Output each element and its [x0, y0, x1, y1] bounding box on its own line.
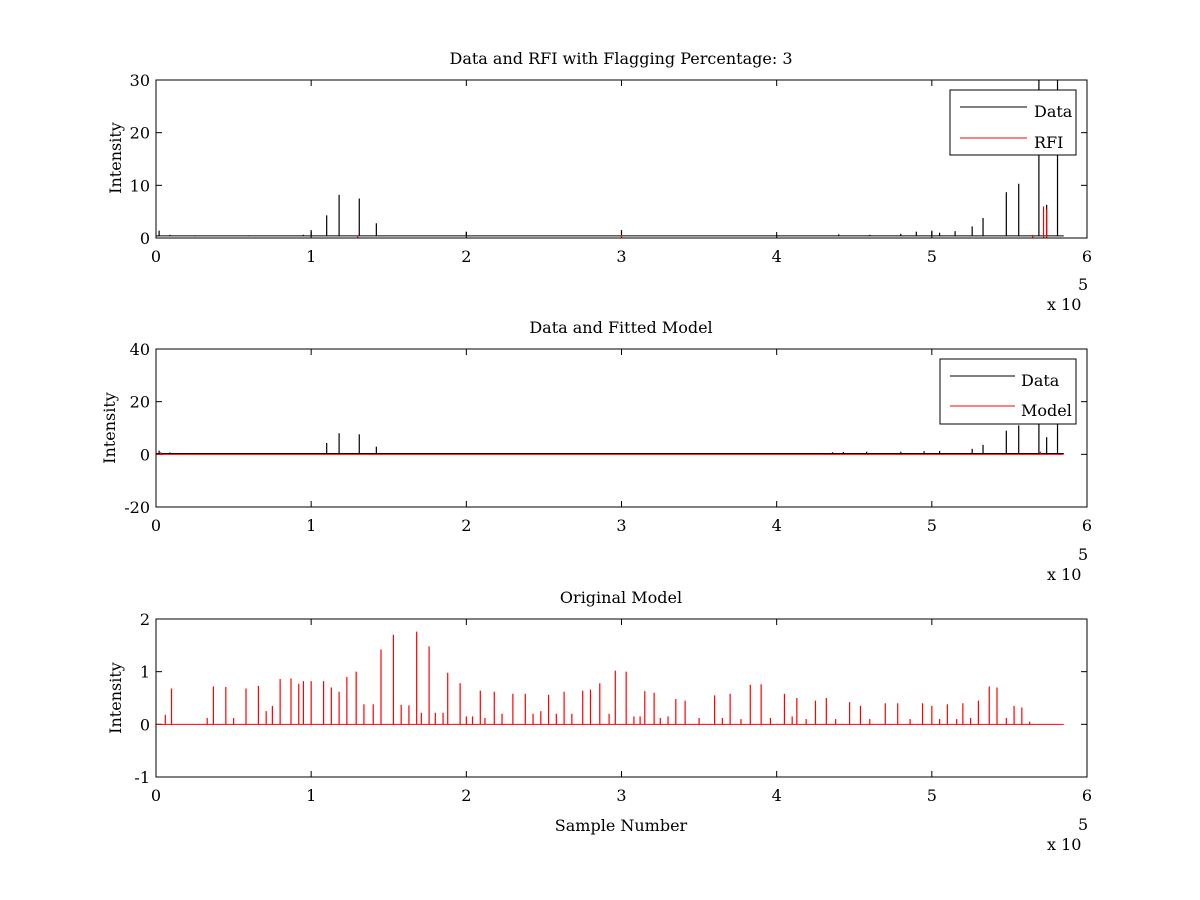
x-tick-label: 1	[306, 247, 316, 266]
x-axis-multiplier-exponent: 5	[1078, 275, 1088, 294]
y-tick-label: 0	[140, 715, 150, 734]
x-tick-label: 4	[772, 516, 782, 535]
chart-title: Original Model	[560, 588, 682, 607]
axes-frame	[155, 618, 1088, 778]
chart-title: Data and RFI with Flagging Percentage: 3	[449, 49, 792, 68]
legend-label-data: Data	[1021, 371, 1060, 390]
x-axis-multiplier: x 10	[1047, 565, 1081, 584]
x-axis-multiplier-exponent: 5	[1078, 815, 1088, 834]
legend-box	[939, 358, 1077, 425]
y-tick-label: 2	[140, 610, 150, 629]
y-tick-label: 1	[140, 663, 150, 682]
x-tick-label: 2	[461, 786, 471, 805]
x-tick-label: 2	[461, 247, 471, 266]
y-axis-label: Intensity	[106, 122, 125, 194]
x-axis-multiplier: x 10	[1047, 835, 1081, 854]
x-tick-label: 3	[616, 247, 626, 266]
x-tick-label: 3	[616, 516, 626, 535]
y-tick-label: 20	[130, 124, 150, 143]
axes-frame	[155, 348, 1088, 508]
legend: Data Model	[939, 358, 1077, 425]
x-tick-label: 3	[616, 786, 626, 805]
x-tick-label: 6	[1082, 786, 1092, 805]
y-tick-label: 30	[130, 71, 150, 90]
y-tick-label: 0	[140, 229, 150, 248]
x-tick-label: 0	[151, 516, 161, 535]
plot-area	[156, 631, 1064, 725]
panel-fitted-model: Data and Fitted Model Intensity x 10 5 0…	[100, 318, 1092, 584]
plot-area	[156, 422, 1064, 455]
legend: Data RFI	[949, 89, 1077, 156]
y-axis-label: Intensity	[106, 662, 125, 734]
panel-rfi: Data and RFI with Flagging Percentage: 3…	[106, 49, 1092, 314]
x-axis-multiplier: x 10	[1047, 295, 1081, 314]
y-tick-label: -20	[124, 498, 150, 517]
legend-box	[949, 89, 1077, 156]
axes-frame	[155, 79, 1088, 239]
x-axis-label: Sample Number	[555, 816, 688, 835]
x-tick-label: 5	[927, 516, 937, 535]
x-tick-label: 1	[306, 786, 316, 805]
x-tick-label: 6	[1082, 247, 1092, 266]
y-tick-label: 40	[130, 340, 150, 359]
x-tick-label: 5	[927, 786, 937, 805]
panel-original-model: Original Model Intensity Sample Number x…	[106, 588, 1092, 854]
legend-label-rfi: RFI	[1034, 133, 1063, 152]
y-tick-label: 10	[130, 176, 150, 195]
x-tick-label: 4	[772, 786, 782, 805]
x-axis-multiplier-exponent: 5	[1078, 545, 1088, 564]
x-tick-label: 2	[461, 516, 471, 535]
x-tick-label: 5	[927, 247, 937, 266]
x-tick-label: 0	[151, 786, 161, 805]
y-tick-label: -1	[134, 768, 150, 787]
legend-label-model: Model	[1021, 401, 1072, 420]
legend-label-data: Data	[1034, 102, 1073, 121]
chart-title: Data and Fitted Model	[529, 318, 712, 337]
x-tick-label: 6	[1082, 516, 1092, 535]
x-tick-label: 1	[306, 516, 316, 535]
x-tick-label: 4	[772, 247, 782, 266]
y-tick-label: 20	[130, 393, 150, 412]
y-axis-label: Intensity	[100, 392, 119, 464]
x-tick-label: 0	[151, 247, 161, 266]
y-tick-label: 0	[140, 445, 150, 464]
